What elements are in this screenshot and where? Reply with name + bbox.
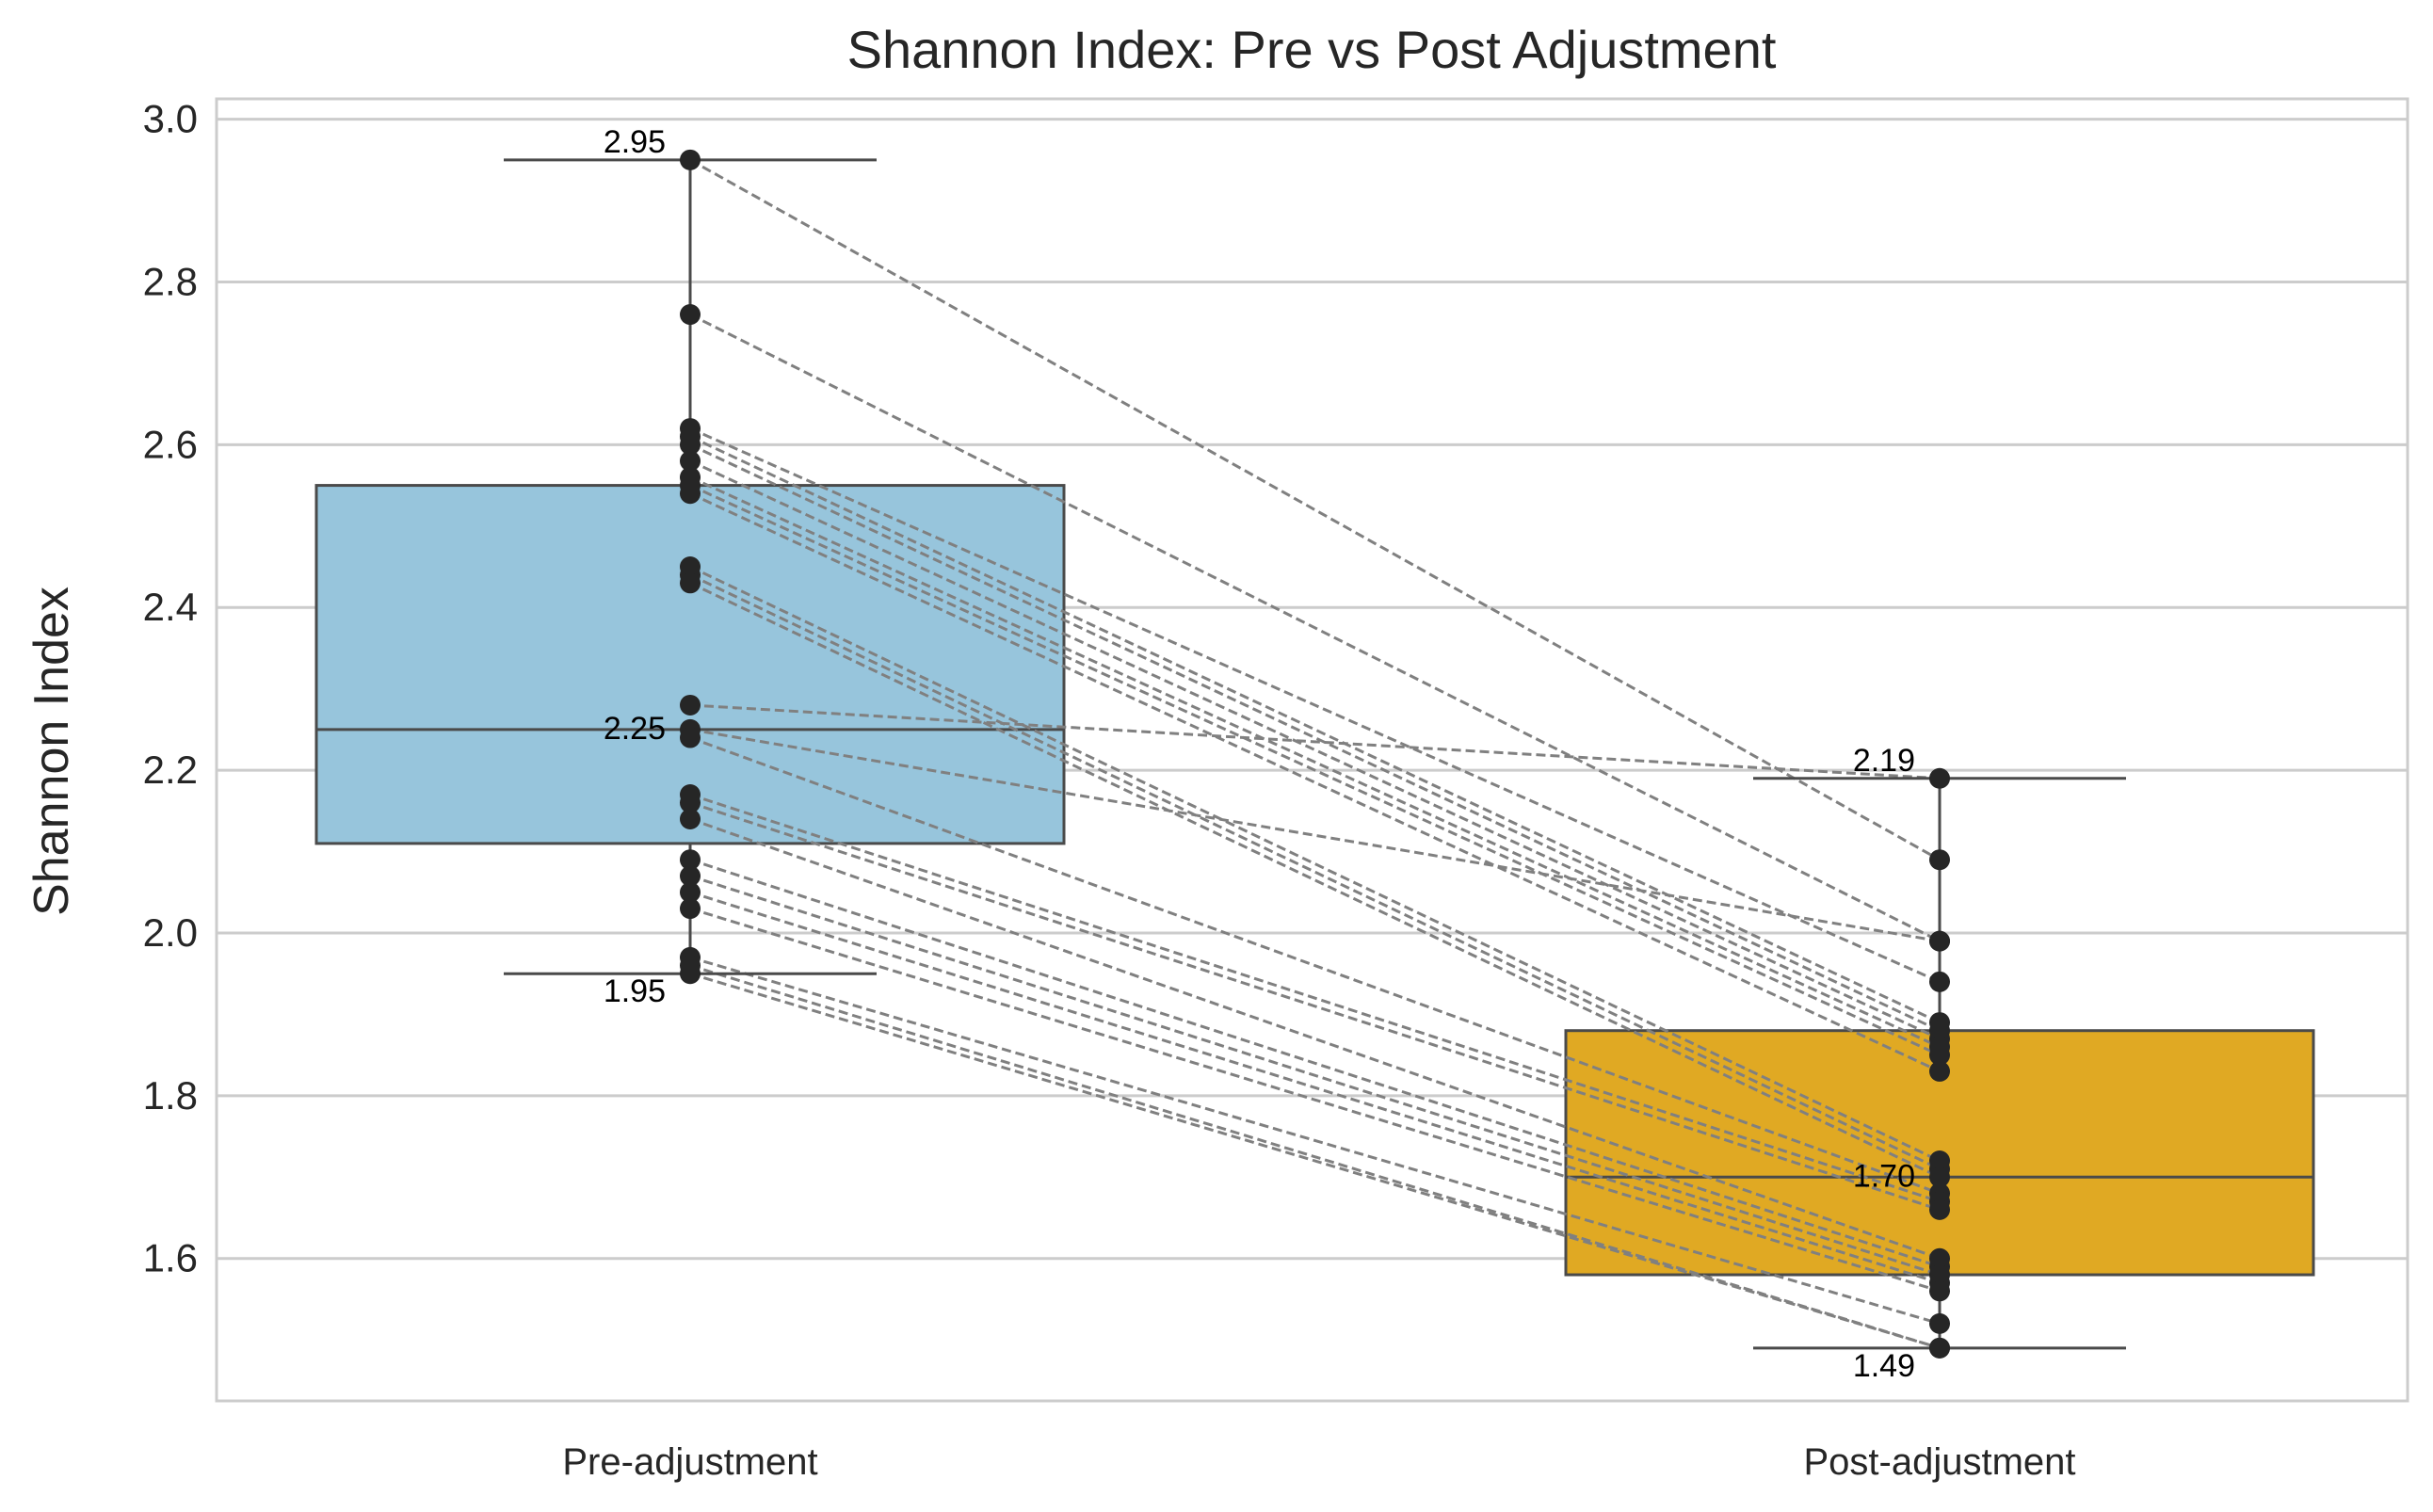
pair-line (689, 801, 1941, 1212)
box-iqr (314, 484, 1066, 845)
pair-line (689, 972, 1941, 1350)
pre-point (680, 483, 701, 505)
pair-line (689, 426, 1941, 984)
y-tick-label: 1.6 (143, 1236, 198, 1280)
annotation-post-min: 1.49 (1853, 1348, 1915, 1384)
pair-line (689, 313, 1941, 942)
data-points (680, 149, 1950, 1359)
post-point (1929, 1060, 1950, 1082)
pair-line (689, 573, 1941, 1171)
pre-point (680, 963, 701, 985)
pair-line (689, 565, 1941, 1163)
chart-title: Shannon Index: Pre vs Post Adjustment (847, 20, 1777, 79)
pair-line (689, 736, 1941, 1195)
y-tick-label: 2.4 (143, 585, 198, 629)
pair-line (689, 858, 1941, 1268)
post-point (1929, 1280, 1950, 1302)
pair-line (689, 484, 1941, 1057)
post-point (1929, 1044, 1950, 1066)
y-tick-label: 2.6 (143, 422, 198, 466)
pair-line (689, 158, 1941, 861)
pre-point (680, 694, 701, 716)
y-tick-label: 1.8 (143, 1073, 198, 1118)
post-point (1929, 971, 1950, 992)
pair-line (689, 703, 1941, 780)
pre-point (680, 849, 701, 871)
value-annotations: 2.95 2.25 1.95 2.19 1.70 1.49 (604, 124, 1915, 1384)
pre-point (680, 792, 701, 813)
y-axis-ticks: 1.6 1.8 2.0 2.2 2.4 2.6 2.8 3.0 (143, 97, 198, 1280)
pair-line (689, 907, 1941, 1293)
post-point (1929, 1198, 1950, 1220)
pair-line (689, 875, 1941, 1277)
pre-point (680, 434, 701, 456)
x-tick-label: Pre-adjustment (562, 1441, 817, 1483)
y-tick-label: 3.0 (143, 97, 198, 141)
pair-line (689, 581, 1941, 1179)
pair-line (689, 891, 1941, 1285)
pair-line (689, 459, 1941, 1040)
y-tick-label: 2.2 (143, 748, 198, 792)
x-tick-label: Post-adjustment (1803, 1441, 2075, 1483)
post-point (1929, 1312, 1950, 1334)
post-point (1929, 849, 1950, 871)
annotation-pre-min: 1.95 (604, 973, 666, 1009)
annotation-pre-max: 2.95 (604, 124, 666, 160)
plot-frame (215, 97, 2409, 1403)
pair-line (689, 817, 1941, 1261)
paired-connection-lines (689, 158, 1941, 1350)
post-point (1929, 1166, 1950, 1188)
pre-point (680, 865, 701, 887)
annotation-post-median: 1.70 (1853, 1158, 1915, 1194)
y-tick-label: 2.8 (143, 259, 198, 303)
pair-line (689, 435, 1941, 1024)
y-tick-label: 2.0 (143, 910, 198, 955)
post-point (1929, 767, 1950, 789)
post-point (1929, 1337, 1950, 1359)
annotation-post-max: 2.19 (1853, 743, 1915, 779)
annotation-pre-median: 2.25 (604, 711, 666, 747)
pre-point (680, 304, 701, 326)
pair-line (689, 793, 1941, 1203)
pre-point (680, 149, 701, 170)
pair-line (689, 491, 1941, 1073)
pre-point (680, 881, 701, 903)
pair-line (689, 475, 1941, 1049)
pre-point (680, 450, 701, 472)
pair-line (689, 443, 1941, 1033)
pair-line (689, 956, 1941, 1326)
pair-line (689, 964, 1941, 1350)
pre-point (680, 572, 701, 594)
pre-point (680, 808, 701, 829)
post-point (1929, 930, 1950, 952)
pre-point (680, 898, 701, 920)
x-axis-ticks: Pre-adjustment Post-adjustment (562, 1441, 2075, 1483)
y-axis-label: Shannon Index (24, 587, 79, 916)
pre-point (680, 727, 701, 748)
